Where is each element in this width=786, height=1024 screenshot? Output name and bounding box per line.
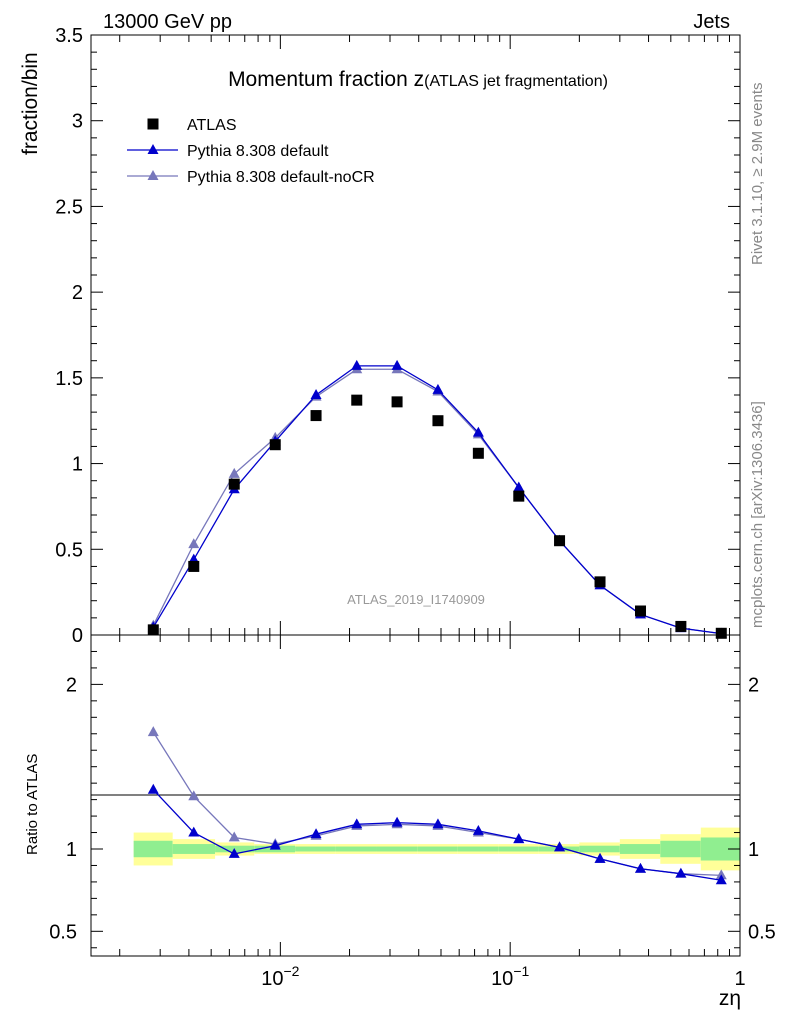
legend-marker-pythia-8-308-default-nocr [147,170,159,180]
ratio-band-green [295,846,336,852]
ratio-point-pythia-8-308-default [513,833,525,844]
main-point-atlas [269,439,281,451]
main-point-atlas [594,576,606,588]
header-energy: 13000 GeV pp [103,11,232,33]
main-point-pythia-8-308-default [310,389,322,399]
main-point-atlas [147,624,159,636]
x-tick-label: 10−2 [261,963,299,990]
ratio-y-tick-label-right: 0.5 [748,921,776,943]
main-point-pythia-8-308-default [351,359,363,370]
ratio-point-pythia-8-308-default [147,783,159,794]
ratio-y-tick-label-right: 1 [748,839,759,861]
main-point-atlas [310,410,322,422]
y-tick-label: 3.5 [55,25,83,47]
y-tick-label: 2.5 [55,196,83,218]
main-point-pythia-8-308-default-nocr [188,538,200,549]
ratio-point-pythia-8-308-default-nocr [147,726,159,737]
main-point-atlas [432,415,444,427]
ratio-band-green [376,846,418,852]
ratio-point-pythia-8-308-default [472,824,484,835]
ratio-point-pythia-8-308-default [715,874,727,885]
ratio-band-green [457,846,499,852]
main-point-atlas [554,535,566,547]
ratio-point-pythia-8-308-default [351,818,363,829]
ratio-point-pythia-8-308-default [634,862,646,873]
ratio-band-green [172,844,216,854]
analysis-watermark: ATLAS_2019_I1740909 [347,592,485,607]
ratio-band-green [133,840,173,858]
legend-marker-pythia-8-308-default [147,144,159,154]
mcplots-label: mcplots.cern.ch [arXiv:1306.3436] [749,401,766,628]
ratio-y-tick-label-left: 0.5 [49,921,77,943]
ratio-line-pythia-8-308-default [152,789,722,881]
main-title-sub: (ATLAS jet fragmentation) [424,73,608,90]
y-tick-label: 2 [72,282,83,304]
ratio-point-pythia-8-308-default [188,826,200,837]
x-tick-label: 10−1 [491,963,529,990]
ratio-point-pythia-8-308-default [554,841,566,852]
rivet-label: Rivet 3.1.10, ≥ 2.9M events [749,83,766,266]
ratio-point-pythia-8-308-default [594,852,606,863]
ratio-point-pythia-8-308-default [269,839,281,850]
ratio-point-pythia-8-308-default [675,867,687,878]
ratio-point-pythia-8-308-default-nocr [188,790,200,801]
ratio-band-green [417,846,458,852]
ratio-y-tick-label-right: 2 [748,674,759,696]
ratio-band-green [335,846,377,852]
ratio-band-green [660,840,701,858]
main-point-pythia-8-308-default [513,481,525,492]
ratio-y-tick-label-left: 1 [66,839,77,861]
main-point-atlas [634,605,646,617]
main-panel: 0 0.5 1 1.5 2 2.5 3 3.5 Momentum fraction z(ATL… [19,25,741,647]
main-point-atlas [715,627,727,639]
ratio-point-pythia-8-308-default [432,818,444,829]
main-title-text: Momentum fraction z [228,68,424,91]
main-point-pythia-8-308-default [432,383,444,394]
ratio-panel: 0.5 0.5 1 1 2 2 10−2 10−1 1 Ratio to ATLAS zη [24,634,776,1010]
ratio-y-tick-label-left: 2 [66,674,77,696]
ratio-band-green [498,846,539,852]
ratio-point-pythia-8-308-default-nocr [228,831,240,842]
x-tick-label: 1 [734,968,745,990]
y-tick-label: 0.5 [55,539,83,561]
ratio-point-pythia-8-308-default [391,816,403,827]
main-title: Momentum fraction z(ATLAS jet fragmentat… [228,68,608,91]
ratio-point-pythia-8-308-default [310,828,322,839]
y-axis-label: fraction/bin [19,52,42,155]
y-tick-label: 1.5 [55,368,83,390]
main-point-atlas [472,447,484,459]
main-point-atlas [675,620,687,632]
y-tick-label: 1 [72,454,83,476]
ratio-point-pythia-8-308-default [228,847,240,858]
main-point-pythia-8-308-default [472,426,484,437]
main-point-pythia-8-308-default [391,359,403,370]
legend-label-pythia-8-308-default: Pythia 8.308 default [187,143,329,160]
x-axis-label: zη [719,987,741,1010]
legend-marker-atlas [147,118,159,130]
header-process: Jets [693,11,730,33]
legend: ATLAS Pythia 8.308 default Pythia 8.308 de… [127,117,375,186]
y-tick-label: 0 [72,625,83,647]
main-point-atlas [188,560,200,572]
ratio-panel-frame [90,634,741,957]
ratio-band-green [700,837,740,861]
legend-label-atlas: ATLAS [187,117,237,134]
ratio-band-green [619,844,661,854]
ratio-y-axis-label: Ratio to ATLAS [24,754,41,855]
main-point-atlas [391,396,403,408]
main-point-atlas [513,490,525,502]
main-point-atlas [351,394,363,406]
y-tick-label: 3 [72,111,83,133]
legend-label-pythia-8-308-default-nocr: Pythia 8.308 default-noCR [187,169,375,186]
main-point-atlas [228,478,240,490]
main-point-pythia-8-308-default-nocr [228,467,240,478]
ratio-band-green [579,845,620,853]
